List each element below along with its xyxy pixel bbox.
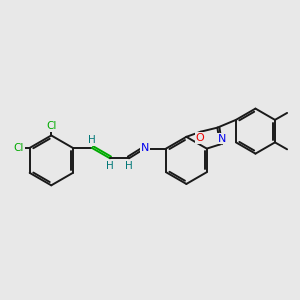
Text: N: N (141, 143, 149, 153)
Text: H: H (106, 161, 113, 171)
Text: Cl: Cl (14, 143, 24, 153)
Text: H: H (88, 135, 96, 145)
Text: O: O (196, 133, 205, 143)
Text: H: H (125, 161, 133, 171)
Text: N: N (218, 134, 226, 144)
Text: Cl: Cl (46, 121, 56, 131)
